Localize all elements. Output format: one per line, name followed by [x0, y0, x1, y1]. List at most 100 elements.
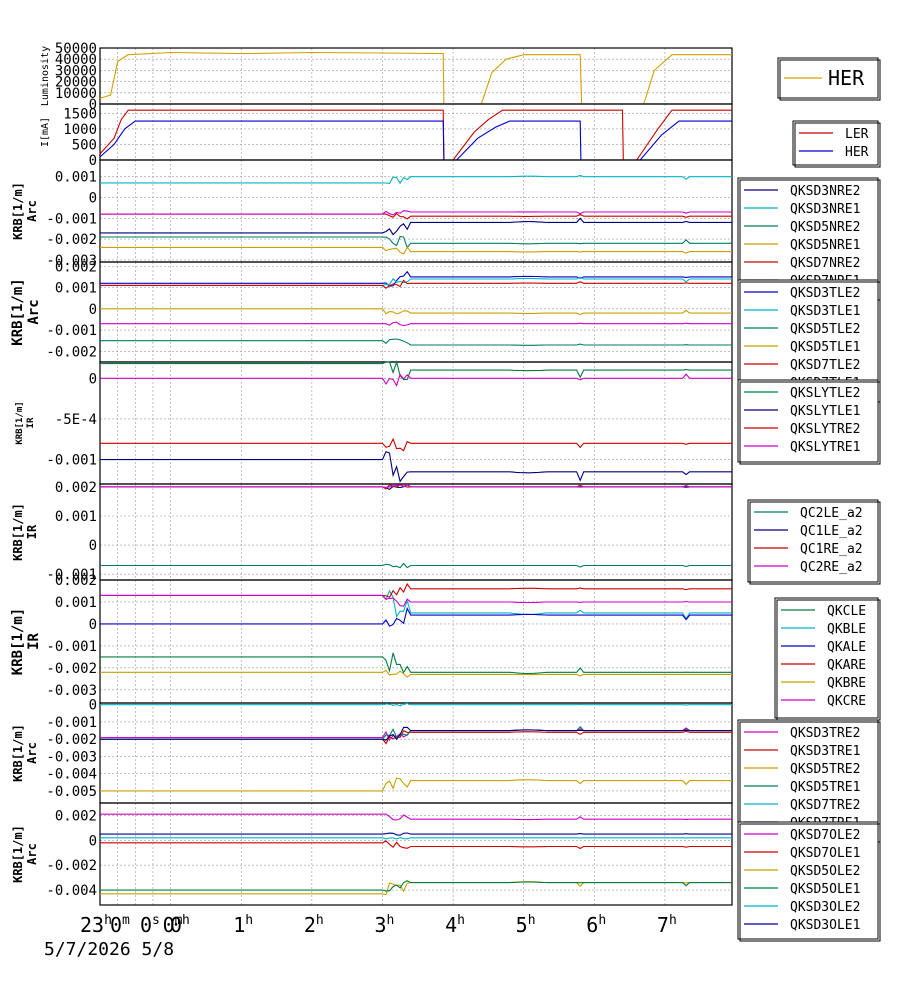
legend-box [737, 379, 879, 463]
plot-frame [99, 802, 733, 906]
series-line-QC2RE_a2 [100, 483, 732, 488]
legend-label: QKCLE [827, 604, 866, 619]
legend-label: QKALE [827, 640, 866, 655]
series-line-QKCRE [100, 594, 732, 607]
panel-6: -0.001 0 0.001 0.002 KRB[1/m]IR QC2LE_a2 QC1LE… [11, 480, 881, 585]
series-line-QKSD5TRE2 [100, 777, 732, 792]
legend-label: QKSD7OLE2 [790, 828, 860, 843]
y-tick-label: 50000 [55, 41, 97, 57]
y-axis-label: KRB[1/m]Arc [11, 182, 39, 240]
panel-9: -0.004-0.00200.002KRB[1/m]ArcQKSD7OLE2QK… [11, 802, 881, 942]
y-tick-label: 0 [89, 153, 97, 169]
legend-shadow [739, 823, 881, 942]
legend-label: QKARE [827, 658, 866, 673]
y-axis-label: KRB[1/m]IR [10, 608, 42, 675]
x-tick-label: 0m [110, 913, 130, 937]
legend-6: QC2LE_a2 QC1LE_a2 QC1RE_a2 QC2RE_a2 [747, 499, 881, 585]
legend-label: QKSD3OLE2 [790, 900, 860, 915]
legend-label: QKSD5TRE2 [790, 762, 860, 777]
series-line-QKSD3NRE2 [100, 217, 732, 236]
y-tick-label: -0.002 [46, 661, 97, 677]
x-tick-label: 1h [233, 913, 253, 937]
legend-label: QKSD3TLE1 [790, 304, 860, 319]
y-tick-label: -0.001 [46, 639, 97, 655]
y-tick-label: -0.005 [46, 784, 97, 800]
y-tick-label: -0.002 [46, 232, 97, 248]
y-tick-label: -0.002 [46, 858, 97, 874]
y-tick-label: 1500 [63, 106, 97, 122]
series-line-LER [99, 109, 732, 161]
plot-frame [99, 579, 733, 704]
y-tick-label: -5E-4 [55, 412, 97, 428]
legend-box [737, 177, 879, 299]
series-line-QKSLYTRE1 [100, 373, 732, 387]
legend-label: QKSD5TLE1 [790, 340, 860, 355]
legend-label: QKSD3OLE1 [790, 918, 860, 933]
legend-5: QKSLYTLE2 QKSLYTLE1 QKSLYTRE2 QKSLYTRE1 [737, 379, 881, 465]
series-line-QKSD5NRE1 [100, 246, 732, 255]
legend-label: QKSD3TRE1 [790, 744, 860, 759]
legend-label: HER [828, 66, 865, 90]
legend-label: QKSD5NRE2 [790, 220, 860, 235]
series-line-HER [99, 120, 732, 161]
y-tick-label: 0 [89, 190, 97, 206]
legend-label: QC1RE_a2 [800, 542, 863, 557]
series-line-QC2LE_a2 [100, 562, 732, 569]
legend-9: QKSD7OLE2 QKSD7OLE1 QKSD5OLE2 QKSD5OLE1 QKSD… [737, 821, 881, 942]
y-tick-label: 1000 [63, 122, 97, 138]
series-line-QKSD3OLE1 [100, 832, 732, 836]
series-line-QKSD5TLE2 [100, 338, 732, 346]
legend-label: QKSD7TLE2 [790, 358, 860, 373]
y-tick-label: 0.002 [55, 480, 97, 496]
legend-label: QKSD5TLE2 [790, 322, 860, 337]
panel-3: -0.003 -0.002 -0.001 0 0.001 KRB[1/m]Arc QKSD3… [11, 159, 881, 301]
y-tick-label: 0.001 [55, 509, 97, 525]
series-line-QKSD3NRE1 [100, 174, 732, 185]
legend-label: QKSD7TRE2 [790, 798, 860, 813]
y-tick-label: 0.002 [55, 259, 97, 275]
legend-shadow [749, 501, 881, 585]
x-tick-label: 3h [374, 913, 394, 937]
y-tick-label: 0.001 [55, 595, 97, 611]
legend-label: LER [845, 127, 869, 142]
series-line-QKSD7OLE1 [100, 840, 732, 850]
y-tick-label: 10000 [55, 86, 97, 102]
legend-label: QKSD5TRE1 [790, 780, 860, 795]
series-line-QKSLYTLE1 [100, 451, 732, 483]
y-tick-label: -0.003 [46, 683, 97, 699]
series-line-QKSD5TLE1 [100, 308, 732, 316]
series-line-QKSD5OLE1 [100, 880, 732, 892]
legend-box [747, 499, 879, 583]
y-tick-label: 0.002 [55, 573, 97, 589]
legend-box [774, 597, 879, 719]
legend-3: QKSD3NRE2 QKSD3NRE1 QKSD5NRE2 QKSD5NRE1 QKSD… [737, 177, 881, 301]
y-tick-label: -0.002 [46, 344, 97, 360]
y-axis-label: KRB[1/m]Arc [11, 724, 39, 782]
y-tick-label: 0.002 [55, 808, 97, 824]
legend-label: QKSD3TRE2 [790, 726, 860, 741]
legend-label: QKSLYTLE2 [790, 386, 860, 401]
y-axis-label: KRB[1/m]IR [11, 503, 39, 561]
legend-label: QKSD7NRE2 [790, 256, 860, 271]
series-line-QKSD7TLE1 [100, 321, 732, 327]
series-line-HER [99, 51, 732, 105]
legend-shadow [779, 59, 881, 101]
series-line-QKSD7OLE2 [100, 813, 732, 821]
y-tick-label: 0 [89, 833, 97, 849]
legend-label: QKSLYTRE2 [790, 422, 860, 437]
plot-frame [99, 47, 733, 105]
x-tick-label: 6h [586, 913, 606, 937]
legend-shadow [739, 381, 881, 465]
series-line-QKSD7TRE1 [100, 726, 732, 741]
legend-label: QKSD5OLE2 [790, 864, 860, 879]
series-line-QKSD3OLE2 [100, 837, 732, 840]
series-line-QKSD7TLE2 [100, 279, 732, 289]
plot-frame [99, 361, 733, 485]
legend-label: QKSD7OLE1 [790, 846, 860, 861]
legend-label: QKSD3NRE1 [790, 202, 860, 217]
